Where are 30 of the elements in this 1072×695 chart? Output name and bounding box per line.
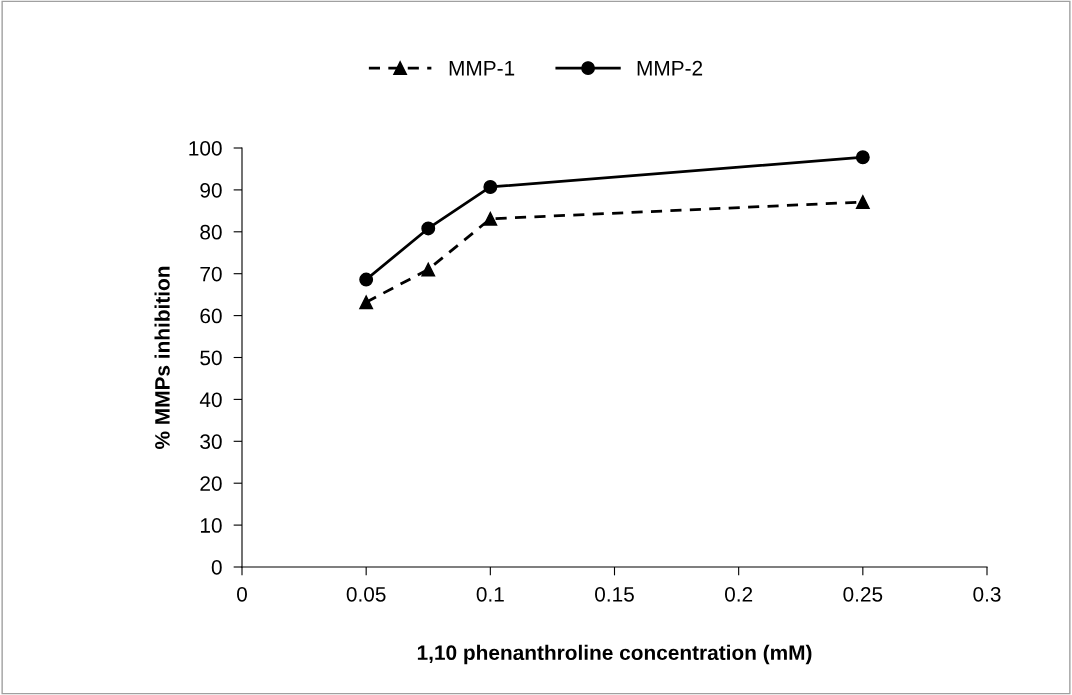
legend-label: MMP-1	[449, 61, 515, 76]
legend-label: MMP-2	[637, 60, 703, 76]
x-tick-label: 0.1	[476, 586, 504, 602]
y-tick-label: 80	[200, 224, 222, 240]
x-tick-label: 0.2	[725, 586, 753, 602]
point	[359, 272, 374, 287]
x-tick-label: 0	[237, 586, 247, 602]
point	[359, 295, 374, 310]
x-tick-label: 0.3	[973, 586, 1001, 602]
x-tick-label: 0.25	[843, 586, 883, 602]
y-tick-label: 30	[200, 434, 222, 450]
point	[855, 150, 870, 165]
x-axis-title: 1,10 phenanthroline concentration (mM)	[417, 644, 812, 665]
y-axis-title: % MMPs inhibition	[154, 266, 170, 449]
point	[855, 195, 870, 209]
point	[483, 180, 498, 194]
x-tick-label: 0.15	[595, 586, 634, 602]
y-tick-label: 40	[199, 392, 222, 408]
point	[421, 221, 436, 236]
x-tick-label: 0.05	[346, 586, 386, 602]
y-tick-label: 0	[211, 560, 222, 575]
y-tick-label: 10	[200, 518, 222, 533]
y-tick-label: 20	[200, 476, 222, 491]
y-tick-label: 70	[200, 266, 222, 282]
point	[421, 262, 436, 277]
point	[483, 211, 498, 226]
y-tick-label: 50	[200, 350, 222, 366]
y-tick-label: 90	[200, 182, 222, 198]
y-tick-label: 100	[189, 141, 222, 156]
y-tick-label: 60	[200, 308, 222, 324]
